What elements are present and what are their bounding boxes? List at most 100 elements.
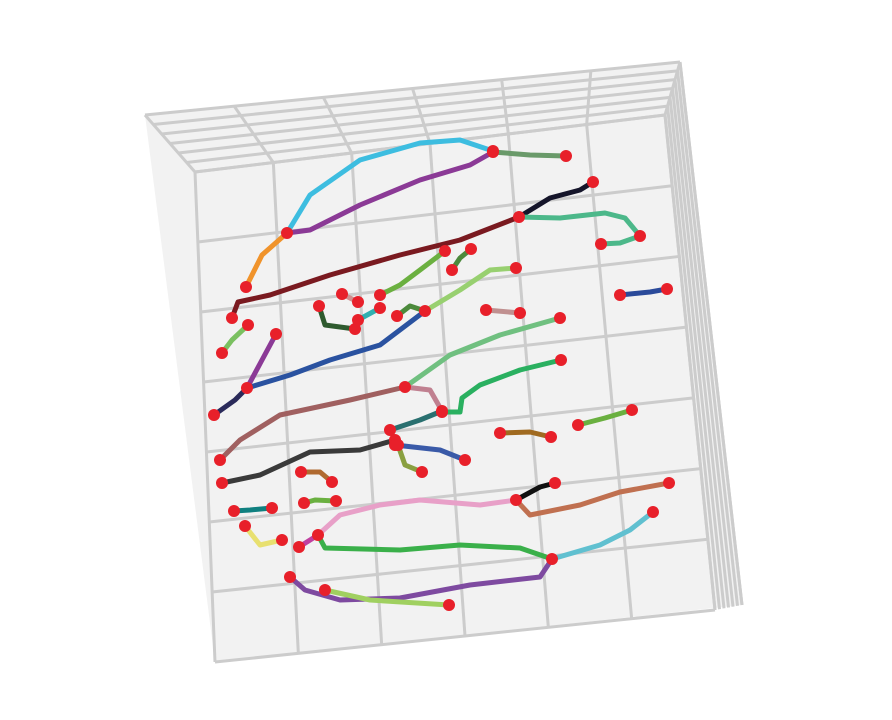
trajectory xyxy=(243,230,290,290)
trajectory xyxy=(284,149,496,236)
grid-line xyxy=(428,143,467,637)
endpoint xyxy=(549,477,561,489)
trajectory xyxy=(244,308,428,391)
trajectory xyxy=(549,509,656,562)
grid-line xyxy=(671,88,730,608)
trajectory xyxy=(490,149,569,159)
grid-line xyxy=(350,152,384,645)
trajectory xyxy=(229,214,522,321)
trajectories xyxy=(211,137,672,608)
grid-line xyxy=(411,88,432,144)
trajectory xyxy=(287,556,555,603)
trajectory xyxy=(516,179,596,220)
trajectory xyxy=(217,384,408,463)
endpoint xyxy=(312,529,324,541)
endpoint xyxy=(513,211,525,223)
endpoint xyxy=(487,146,499,158)
grid-line xyxy=(668,97,726,609)
endpoint xyxy=(374,302,386,314)
endpoint xyxy=(555,354,567,366)
endpoint xyxy=(634,230,646,242)
grid-line xyxy=(209,467,701,524)
endpoint xyxy=(240,281,252,293)
endpoint xyxy=(446,264,458,276)
trajectory xyxy=(439,357,564,415)
grid-line xyxy=(197,184,673,244)
endpoint xyxy=(439,245,451,257)
endpoint xyxy=(647,506,659,518)
endpoint xyxy=(494,427,506,439)
endpoint xyxy=(226,312,238,324)
endpoint xyxy=(281,227,293,239)
grid-line xyxy=(200,254,680,314)
trajectory xyxy=(244,331,279,391)
endpoint xyxy=(626,404,638,416)
trajectory xyxy=(315,532,555,562)
endpoint xyxy=(352,314,364,326)
trajectory xyxy=(395,442,425,475)
grid-line xyxy=(676,70,739,607)
trajectory xyxy=(598,233,643,247)
trajectory xyxy=(387,408,445,433)
trajectory xyxy=(219,437,398,486)
endpoint xyxy=(336,288,348,300)
trajectory xyxy=(422,265,519,314)
endpoints xyxy=(208,145,675,611)
grid-line xyxy=(193,171,217,663)
grid-line xyxy=(673,79,735,607)
trajectory xyxy=(315,497,519,538)
endpoint xyxy=(391,310,403,322)
grid-line xyxy=(206,396,694,454)
endpoint xyxy=(214,454,226,466)
grid-line xyxy=(585,124,634,619)
endpoint xyxy=(208,409,220,421)
trajectory xyxy=(497,429,554,440)
endpoint xyxy=(284,571,296,583)
grid-line xyxy=(214,608,716,664)
trajectory xyxy=(575,407,635,428)
endpoint xyxy=(436,405,448,417)
endpoint xyxy=(572,419,584,431)
endpoint xyxy=(295,466,307,478)
endpoint xyxy=(459,454,471,466)
endpoint xyxy=(392,439,404,451)
endpoint xyxy=(313,300,325,312)
grid-line xyxy=(321,96,354,154)
trajectory xyxy=(392,442,468,463)
grid-line xyxy=(585,70,593,125)
trajectory xyxy=(284,137,496,236)
endpoint xyxy=(293,541,305,553)
grid-line xyxy=(678,61,744,606)
endpoint xyxy=(419,305,431,317)
grid-line xyxy=(500,79,510,135)
endpoint xyxy=(595,238,607,250)
endpoint xyxy=(465,243,477,255)
trajectory xyxy=(402,315,563,390)
endpoint xyxy=(319,584,331,596)
endpoint xyxy=(270,328,282,340)
endpoint xyxy=(266,502,278,514)
endpoint xyxy=(554,312,566,324)
endpoint xyxy=(661,283,673,295)
endpoint xyxy=(241,382,253,394)
endpoint xyxy=(216,347,228,359)
endpoint xyxy=(587,176,599,188)
endpoint xyxy=(510,494,522,506)
endpoint xyxy=(242,319,254,331)
endpoint xyxy=(514,307,526,319)
grid-line xyxy=(203,325,687,384)
trajectory xyxy=(513,480,672,518)
endpoint xyxy=(330,495,342,507)
endpoint xyxy=(560,150,572,162)
endpoint xyxy=(614,289,626,301)
endpoint xyxy=(326,476,338,488)
endpoint xyxy=(239,520,251,532)
trajectory xyxy=(322,587,452,608)
endpoint xyxy=(443,599,455,611)
endpoint xyxy=(545,431,557,443)
endpoint xyxy=(216,477,228,489)
endpoint xyxy=(228,505,240,517)
endpoint xyxy=(416,466,428,478)
grid-line xyxy=(663,114,717,611)
